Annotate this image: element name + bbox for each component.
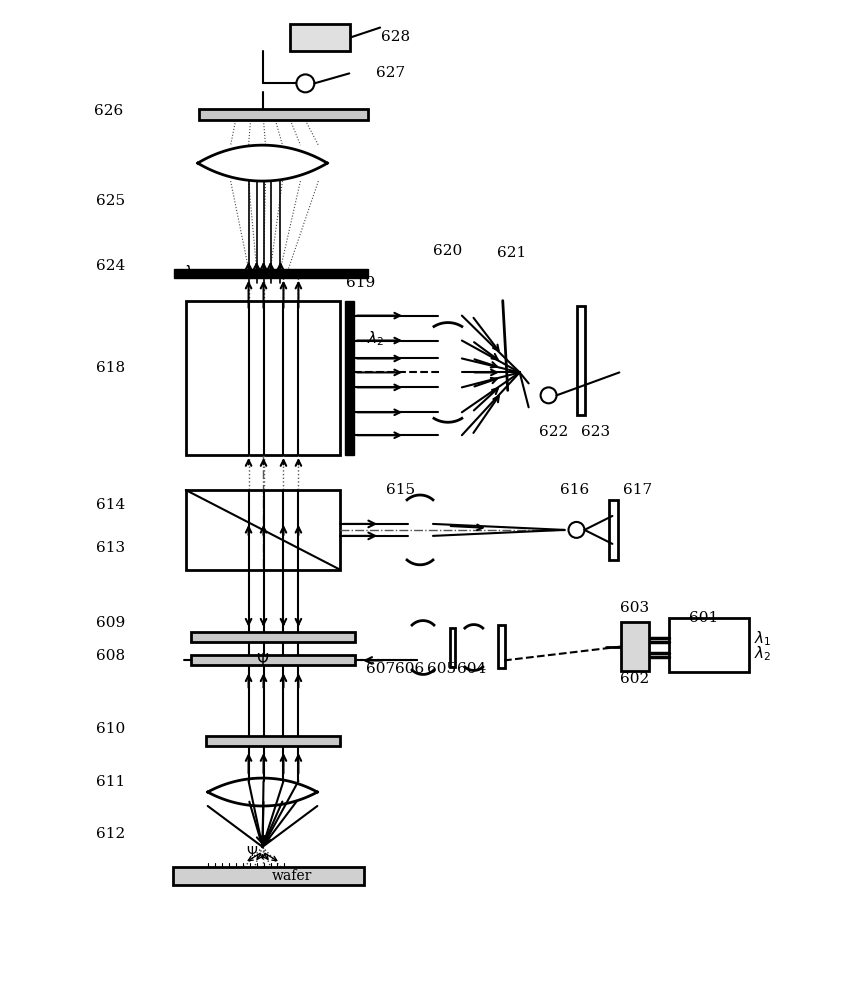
Text: 623: 623 [580, 425, 609, 439]
Bar [620, 622, 648, 671]
Text: 614: 614 [96, 498, 126, 512]
Bar [186, 490, 340, 570]
Bar [191, 632, 354, 642]
Text: 602: 602 [619, 672, 648, 686]
Text: 622: 622 [538, 425, 567, 439]
Text: 625: 625 [96, 194, 126, 208]
Text: 627: 627 [375, 66, 404, 80]
Text: wafer: wafer [272, 869, 312, 883]
Text: $\Psi$: $\Psi$ [246, 845, 258, 859]
Bar [497, 625, 504, 668]
Bar [198, 109, 368, 120]
Text: 618: 618 [96, 361, 126, 375]
Text: $\lambda_2$: $\lambda_2$ [753, 644, 771, 663]
Bar [191, 655, 354, 665]
Bar [345, 301, 354, 455]
Bar [186, 301, 340, 455]
Text: $\Psi$: $\Psi$ [256, 652, 268, 668]
Bar [449, 628, 454, 667]
Text: 617: 617 [622, 483, 651, 497]
Text: 628: 628 [380, 30, 409, 44]
Text: 611: 611 [96, 775, 126, 789]
Text: 612: 612 [96, 827, 126, 841]
Text: 604: 604 [457, 662, 486, 676]
Bar [668, 618, 748, 672]
Bar [173, 867, 364, 885]
Text: 603: 603 [619, 601, 648, 615]
Text: $\lambda_2$: $\lambda_2$ [367, 329, 384, 348]
Text: 626: 626 [95, 104, 123, 118]
Text: 619: 619 [345, 276, 375, 290]
Text: 615: 615 [385, 483, 414, 497]
Bar [205, 736, 340, 746]
Text: 620: 620 [433, 244, 462, 258]
Text: 606: 606 [395, 662, 425, 676]
Text: 609: 609 [96, 616, 126, 630]
Text: $\lambda_1$: $\lambda_1$ [183, 263, 200, 282]
Bar [609, 500, 618, 560]
Text: 601: 601 [689, 611, 718, 625]
Text: 624: 624 [96, 259, 126, 273]
Text: 616: 616 [560, 483, 588, 497]
Text: 605: 605 [427, 662, 456, 676]
Text: 613: 613 [96, 541, 126, 555]
Text: 608: 608 [96, 649, 126, 663]
Text: 610: 610 [96, 722, 126, 736]
Bar [576, 306, 585, 415]
Text: 621: 621 [496, 246, 526, 260]
Text: $\lambda_1$: $\lambda_1$ [753, 629, 771, 648]
Text: 607: 607 [365, 662, 394, 676]
Bar [174, 269, 368, 278]
Bar [290, 24, 349, 51]
